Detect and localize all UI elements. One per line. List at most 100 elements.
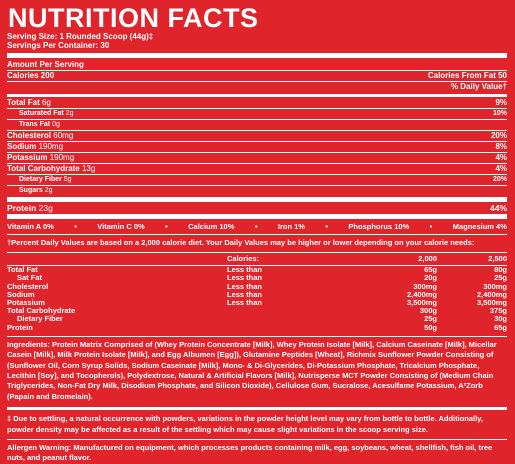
vitamin-row: Vitamin A 0% • Vitamin C 0% • Calcium 10% • Ir… [7,221,507,232]
divider [7,174,507,175]
reference-limit [227,307,377,315]
nutrient-dv: 20% [490,131,507,140]
reference-value-2000: 300mg [413,281,437,291]
nutrient-row: Cholesterol 60mg 20% [7,131,507,141]
nutrient-row: Saturated Fat 2g 10% [7,109,507,119]
reference-header: Calories: 2,000 2,500 [7,254,507,263]
reference-limit [227,324,377,332]
reference-nutrient: Total Fat [7,265,38,275]
amount-per-serving-label: Amount Per Serving [7,60,84,69]
nutrient-dv: 10% [492,110,507,117]
allergen-warning: Allergen Warning: Manufactured on equipm… [7,443,493,463]
thick-divider [7,197,507,202]
nutrient-dv: 8% [495,142,507,151]
nutrient-amount: 190mg [38,142,64,151]
nutrient-amount: 2g [65,110,74,117]
reference-value-2500: 3,500mg [476,298,507,308]
nutrient-amount: 6g [41,98,51,107]
reference-nutrient: Protein [7,322,33,332]
reference-value-2000: 50g [424,322,437,332]
nutrient-amount: 190mg [49,153,75,162]
reference-value-2500: 25g [494,273,507,283]
thick-divider [7,53,507,58]
nutrition-facts-title: NUTRITION FACTS [8,3,259,33]
divider [7,141,507,142]
amount-per-serving: Amount Per Serving [7,60,507,70]
nutrient-row: Sugars 2g [7,186,507,196]
nutrient-row: Potassium 190mg 4% [7,153,507,163]
nutrient-row: Total Carbohydrate 13g 4% [7,164,507,174]
vitamin-item: Vitamin C 0% [97,222,145,231]
divider [7,130,507,131]
nutrient-amount: 13g [81,164,96,173]
reference-value-2000: 300g [419,306,437,316]
nutrient-dv: 9% [495,98,507,107]
reference-limit [227,315,377,323]
reference-limit: Less than [227,265,263,275]
reference-value-2000: 25g [424,314,437,324]
nutrient-dv: 4% [495,153,507,162]
nutrient-amount: 60mg [53,131,74,140]
divider [7,185,507,186]
bullet-separator: • [254,222,258,231]
vitamin-item: Iron 1% [277,222,305,231]
nutrient-name: Sodium [7,142,37,151]
nutrient-list: Total Fat 6g 9% Saturated Fat 2g 10% Trans F… [7,98,507,196]
thick-divider [7,214,507,219]
nutrient-name: Dietary Fiber [19,176,62,183]
nutrient-amount: 5g [63,176,72,183]
protein-name: Protein [7,203,37,213]
nutrient-name: Cholesterol [7,131,52,140]
calories-from-fat: Calories From Fat 50 [427,71,507,80]
reference-limit: Less than [227,273,263,283]
nutrition-facts-panel: NUTRITION FACTS Serving Size: 1 Rounded … [7,4,507,464]
reference-value-2500: 375g [489,306,507,316]
nutrient-name: Potassium [7,153,48,162]
reference-header-2500: 2,500 [488,254,507,263]
nutrient-amount: 2g [44,187,53,194]
reference-nutrient: Total Carbohydrate [7,306,76,316]
bullet-separator: • [74,222,77,231]
reference-value-2500: 300mg [483,281,507,291]
divider [7,81,507,82]
divider [7,108,507,109]
reference-nutrient: Potassium [7,298,45,308]
nutrient-amount: 0g [52,121,60,128]
vitamin-item: Phosphorus 10% [348,222,410,231]
nutrient-name: Sugars [19,187,43,194]
vitamin-item: Vitamin A 0% [7,222,54,231]
nutrient-row: Trans Fat 0g [7,120,507,130]
reference-value-2000: 65g [424,265,437,275]
divider [7,252,507,253]
nutrient-row: Dietary Fiber 5g 20% [7,175,507,185]
daily-value-header-row: % Daily Value† [7,82,507,92]
protein-dv: 44% [489,203,507,213]
reference-nutrient: Dietary Fiber [17,314,63,324]
calories-label: Calories 200 [7,71,55,80]
nutrient-name: Saturated Fat [19,110,64,117]
reference-limit: Less than [227,298,263,308]
settling-note: ‡ Due to settling, a natural occurrence … [7,414,483,434]
nutrient-name: Total Carbohydrate [7,164,80,173]
bullet-separator: • [325,222,328,231]
reference-row: Sat Fat Less than 20g 25g [7,274,507,282]
bullet-separator: • [165,222,168,231]
reference-row: Sodium Less than 2,400mg 2,400mg [7,289,507,299]
medium-divider [7,407,507,411]
nutrient-row: Sodium 190mg 8% [7,142,507,152]
nutrient-dv: 20% [492,176,507,183]
reference-value-2500: 80g [494,265,507,275]
divider [7,265,507,267]
protein-amount: 23g [38,203,53,213]
divider [7,119,507,120]
divider [7,70,507,71]
ingredients: Ingredients: Protein Matrix Comprised of… [7,339,497,401]
serving-size: Serving Size: 1 Rounded Scoop (44g)‡ [7,32,154,41]
reference-limit: Less than [227,289,263,299]
medium-divider [7,94,507,97]
reference-header-2000: 2,000 [418,254,437,263]
bullet-separator: • [429,222,433,231]
divider [7,152,507,153]
protein-row: Protein 23g 44% [7,203,507,213]
reference-row: Potassium Less than 3,500mg 3,500mg [7,298,507,308]
